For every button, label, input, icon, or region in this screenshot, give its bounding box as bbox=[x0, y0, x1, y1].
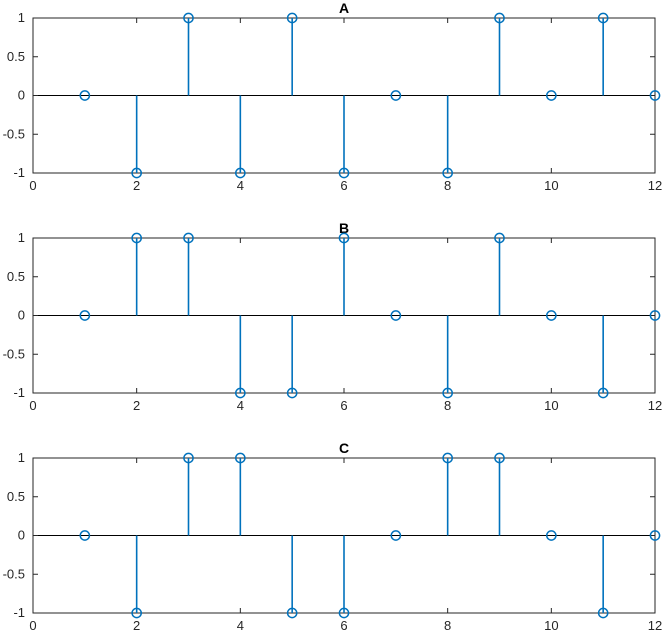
stem-marker-b-10 bbox=[545, 310, 557, 321]
y-tick-label-b-0-5: -0.5 bbox=[3, 346, 25, 361]
stem-marker-c-7 bbox=[390, 530, 402, 541]
panel-c: 0 2 4 6 8 10 12 1 0.5 0 -0.5 -1 C bbox=[3, 440, 663, 633]
stem-marker-c-3 bbox=[183, 452, 194, 464]
stem-marker-a-2 bbox=[131, 167, 143, 179]
x-tick-label-a-4: 4 bbox=[237, 178, 244, 193]
y-tick-label-b-1: 1 bbox=[18, 230, 25, 245]
x-tick-label-a-10: 10 bbox=[544, 178, 558, 193]
y-tick-label-a-1: -1 bbox=[13, 165, 25, 180]
stem-marker-b-11 bbox=[597, 387, 609, 399]
stem-marker-c-11 bbox=[597, 607, 609, 619]
stem-marker-a-12 bbox=[649, 90, 661, 101]
x-tick-label-b-4: 4 bbox=[237, 398, 244, 413]
y-tick-label-c-0: 0 bbox=[18, 528, 25, 543]
x-tick-label-c-8: 8 bbox=[444, 618, 451, 633]
stem-marker-c-2 bbox=[131, 607, 143, 619]
stem-marker-c-12 bbox=[649, 530, 661, 541]
x-tick-label-b-8: 8 bbox=[444, 398, 451, 413]
stem-marker-c-4 bbox=[234, 452, 246, 464]
x-tick-label-b-10: 10 bbox=[544, 398, 558, 413]
x-tick-label-a-2: 2 bbox=[133, 178, 140, 193]
y-tick-label-b-0: 0 bbox=[18, 308, 25, 323]
y-tick-label-a-1: 1 bbox=[18, 10, 25, 25]
stem-marker-a-4 bbox=[234, 167, 246, 179]
stem-marker-a-3 bbox=[183, 12, 194, 24]
y-tick-label-c-0-5: 0.5 bbox=[7, 489, 25, 504]
stem-marker-a-8 bbox=[442, 167, 454, 179]
stem-marker-c-5 bbox=[286, 607, 298, 619]
stem-marker-c-1 bbox=[79, 530, 91, 541]
x-tick-label-a-6: 6 bbox=[340, 178, 347, 193]
stem-marker-a-6 bbox=[338, 167, 350, 179]
stem-marker-c-8 bbox=[442, 452, 454, 464]
y-tick-label-a-0-5: 0.5 bbox=[7, 49, 25, 64]
x-tick-label-c-6: 6 bbox=[340, 618, 347, 633]
x-tick-label-c-0: 0 bbox=[29, 618, 36, 633]
y-tick-label-c-1: 1 bbox=[18, 450, 25, 465]
stem-marker-a-9 bbox=[494, 12, 505, 24]
stem-marker-c-6 bbox=[338, 607, 350, 619]
panel-b: 0 2 4 6 8 10 12 1 0.5 0 -0.5 -1 B bbox=[3, 220, 663, 413]
stem-marker-a-5 bbox=[286, 12, 298, 24]
x-tick-label-c-2: 2 bbox=[133, 618, 140, 633]
y-tick-label-a-0: 0 bbox=[18, 88, 25, 103]
stem-marker-c-9 bbox=[494, 452, 505, 464]
stem-marker-b-5 bbox=[286, 387, 298, 399]
stem-marker-b-1 bbox=[79, 310, 91, 321]
stem-marker-b-4 bbox=[234, 387, 246, 399]
x-tick-label-c-4: 4 bbox=[237, 618, 244, 633]
y-tick-label-c-1: -1 bbox=[13, 605, 25, 620]
x-tick-label-a-8: 8 bbox=[444, 178, 451, 193]
stem-marker-a-7 bbox=[390, 90, 402, 101]
x-tick-label-a-0: 0 bbox=[29, 178, 36, 193]
panel-a: 0 2 4 6 8 10 12 1 0.5 0 -0.5 -1 A bbox=[3, 0, 663, 193]
x-tick-label-b-0: 0 bbox=[29, 398, 36, 413]
panel-title-c: C bbox=[339, 440, 349, 456]
stem-marker-a-10 bbox=[545, 90, 557, 101]
x-tick-label-c-10: 10 bbox=[544, 618, 558, 633]
stem-marker-b-6 bbox=[338, 232, 350, 244]
y-tick-label-a-0-5: -0.5 bbox=[3, 126, 25, 141]
stem-marker-a-11 bbox=[597, 12, 609, 24]
panel-title-b: B bbox=[339, 220, 349, 236]
x-tick-label-b-6: 6 bbox=[340, 398, 347, 413]
stem-marker-b-8 bbox=[442, 387, 454, 399]
x-tick-label-c-12: 12 bbox=[648, 618, 662, 633]
stem-marker-b-3 bbox=[183, 232, 194, 244]
stem-marker-b-2 bbox=[131, 232, 143, 244]
stem-marker-c-10 bbox=[545, 530, 557, 541]
stem-marker-b-7 bbox=[390, 310, 402, 321]
y-tick-label-b-1: -1 bbox=[13, 385, 25, 400]
stem-marker-b-12 bbox=[649, 310, 661, 321]
y-tick-label-b-0-5: 0.5 bbox=[7, 269, 25, 284]
x-tick-label-a-12: 12 bbox=[648, 178, 662, 193]
x-tick-label-b-2: 2 bbox=[133, 398, 140, 413]
stem-marker-a-1 bbox=[79, 90, 91, 101]
x-tick-label-b-12: 12 bbox=[648, 398, 662, 413]
panel-title-a: A bbox=[339, 0, 349, 16]
stem-marker-b-9 bbox=[494, 232, 505, 244]
y-tick-label-c-0-5: -0.5 bbox=[3, 566, 25, 581]
